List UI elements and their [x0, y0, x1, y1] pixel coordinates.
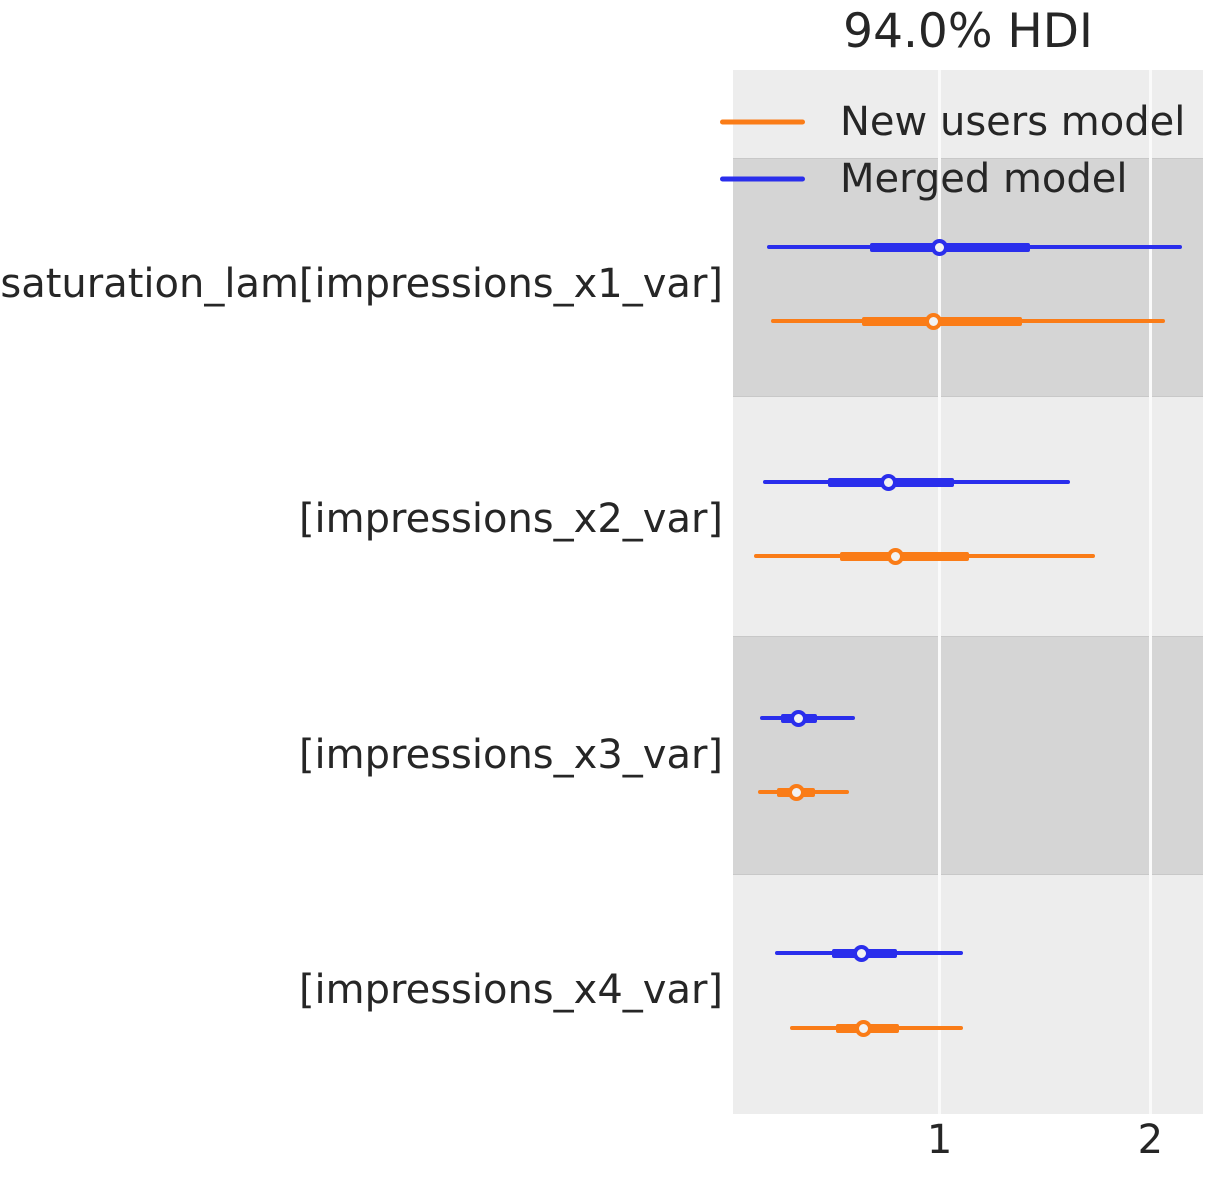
median-marker	[886, 547, 904, 565]
quartile-line	[840, 551, 970, 561]
median-marker	[853, 944, 871, 962]
plot-band	[733, 397, 1203, 636]
median-marker	[787, 783, 805, 801]
plot-area	[733, 70, 1203, 1114]
median-marker	[924, 312, 942, 330]
plot-title: 94.0% HDI	[843, 4, 1093, 59]
legend-line-swatch	[720, 119, 805, 125]
legend-item-label: Merged model	[840, 156, 1128, 202]
plot-band	[733, 158, 1203, 397]
y-axis-label: [impressions_x4_var]	[298, 967, 723, 1013]
legend-item-label: New users model	[840, 99, 1186, 145]
median-marker	[880, 473, 898, 491]
x-tick-label: 2	[1137, 1117, 1164, 1163]
gridline	[1148, 70, 1152, 1114]
y-axis-label: [impressions_x2_var]	[298, 496, 723, 542]
median-marker	[931, 238, 949, 256]
y-axis-label: [impressions_x3_var]	[298, 732, 723, 778]
legend-line-swatch	[720, 176, 805, 182]
median-marker	[789, 709, 807, 727]
x-tick-label: 1	[926, 1117, 953, 1163]
median-marker	[855, 1019, 873, 1037]
gridline	[938, 70, 942, 1114]
plot-band	[733, 636, 1203, 875]
quartile-line	[869, 242, 1031, 252]
plot-band	[733, 875, 1203, 1114]
y-axis-label: saturation_lam[impressions_x1_var]	[0, 261, 723, 307]
